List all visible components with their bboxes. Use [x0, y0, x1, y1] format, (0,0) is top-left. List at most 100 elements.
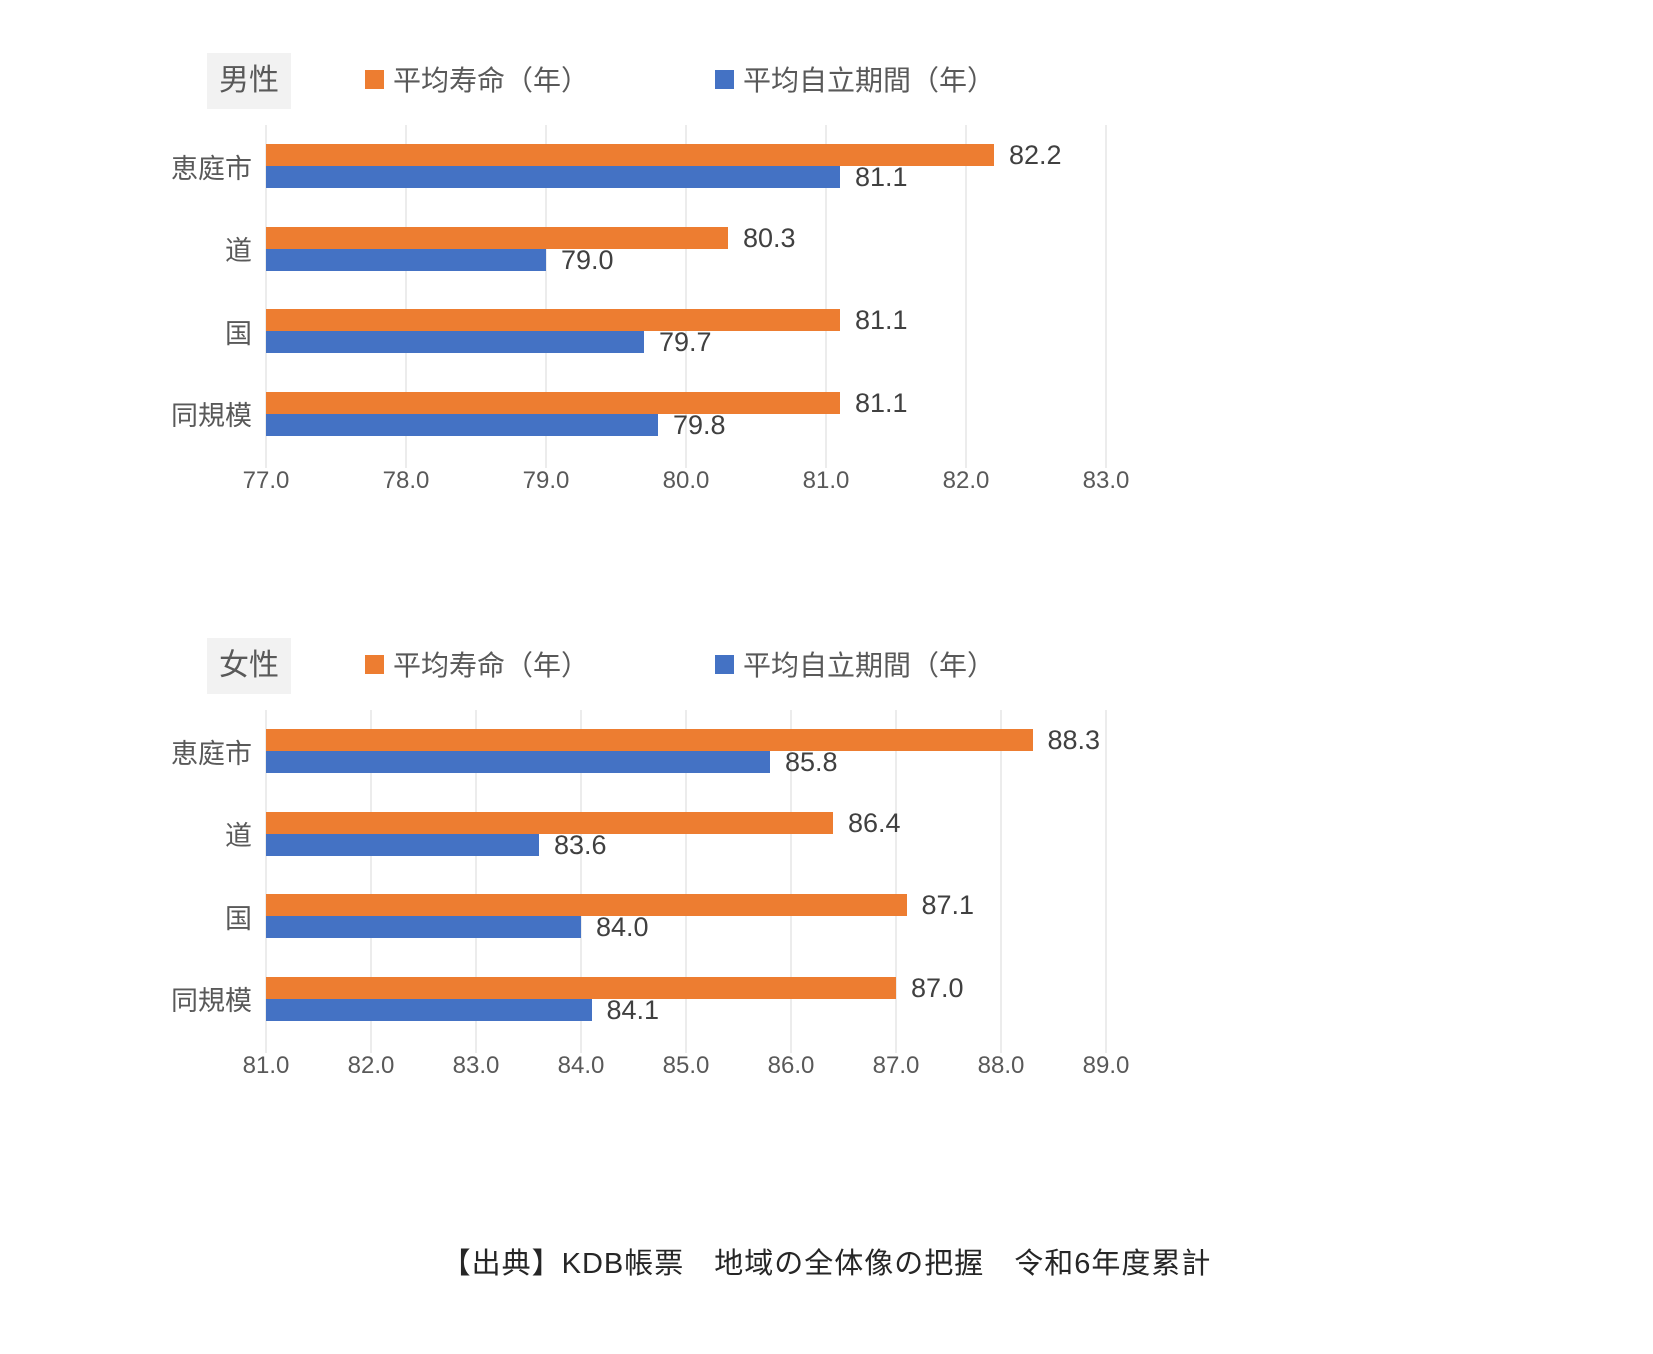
gridline [580, 710, 582, 1053]
bar-independent-period [266, 751, 770, 774]
x-tick-label: 83.0 [1082, 467, 1130, 494]
legend-label-life-expectancy: 平均寿命（年） [393, 650, 590, 681]
gridline [405, 125, 407, 468]
x-tick-label: 80.0 [662, 467, 710, 494]
data-label: 79.8 [673, 409, 726, 440]
source-note: 【出典】KDB帳票 地域の全体像の把握 令和6年度累計 [441, 1248, 1212, 1280]
x-tick-label: 86.0 [767, 1052, 815, 1079]
data-label: 86.4 [848, 807, 901, 838]
bar-group: 86.4 83.6 [266, 793, 1106, 876]
gridline [685, 125, 687, 468]
x-tick-label: 82.0 [347, 1052, 395, 1079]
x-axis: 81.0 82.0 83.0 84.0 85.0 86.0 87.0 88.0 89.0 [243, 1050, 1130, 1082]
x-tick-label: 78.0 [382, 467, 430, 494]
chart-title-male: 男性 [207, 53, 291, 109]
x-axis: 77.0 78.0 79.0 80.0 81.0 82.0 83.0 [243, 465, 1130, 497]
legend-swatch-life-expectancy [365, 654, 384, 674]
bar-group: 88.3 85.8 [266, 710, 1106, 793]
legend-item-life-expectancy: 平均寿命（年） [365, 45, 589, 113]
bar-independent-period [266, 413, 658, 436]
x-tick-label: 85.0 [662, 1052, 710, 1079]
legend-label-life-expectancy: 平均寿命（年） [393, 65, 590, 96]
bar-life-expectancy [266, 144, 994, 167]
bar-group: 87.1 84.0 [266, 875, 1106, 958]
bar-group: 81.1 79.7 [266, 290, 1106, 373]
x-tick-label: 89.0 [1082, 1052, 1130, 1079]
gridline [685, 710, 687, 1053]
category-label: 同規模 [171, 401, 252, 432]
chart-female: 女性 平均寿命（年） 平均自立期間（年） 恵庭市道国同規模 88.3 85.8 86… [160, 630, 1160, 1100]
x-tick-label: 88.0 [977, 1052, 1025, 1079]
legend-swatch-independent-period [715, 69, 734, 89]
x-tick-label: 82.0 [942, 467, 990, 494]
bar-life-expectancy [266, 894, 907, 917]
category-label: 恵庭市 [171, 153, 252, 184]
data-label: 82.2 [1008, 140, 1062, 171]
data-label: 83.6 [554, 829, 607, 860]
x-tick-label: 81.0 [242, 1052, 290, 1079]
data-label: 88.3 [1047, 725, 1101, 756]
data-label: 80.3 [743, 222, 796, 253]
category-label: 道 [225, 821, 252, 852]
gridline [965, 125, 967, 468]
data-label: 81.1 [855, 387, 908, 418]
gridline [895, 710, 897, 1053]
bar-group: 87.0 84.1 [266, 958, 1106, 1041]
legend-item-independent-period: 平均自立期間（年） [715, 45, 995, 113]
x-tick-label: 77.0 [242, 467, 290, 494]
bar-group: 81.1 79.8 [266, 373, 1106, 456]
bar-independent-period [266, 248, 546, 271]
legend-item-independent-period: 平均自立期間（年） [715, 630, 995, 698]
gridline [475, 710, 477, 1053]
x-tick-label: 83.0 [452, 1052, 500, 1079]
x-tick-label: 79.0 [522, 467, 570, 494]
category-label: 同規模 [171, 986, 252, 1017]
data-label: 79.0 [560, 244, 614, 275]
bar-independent-period [266, 331, 644, 354]
legend-item-life-expectancy: 平均寿命（年） [365, 630, 589, 698]
category-label: 恵庭市 [171, 738, 252, 769]
bar-life-expectancy [266, 226, 728, 249]
legend-swatch-independent-period [715, 654, 734, 674]
chart-title-female: 女性 [207, 638, 291, 694]
legend-swatch-life-expectancy [365, 69, 384, 89]
bar-life-expectancy [266, 811, 833, 834]
data-label: 84.0 [596, 912, 649, 943]
data-label: 79.7 [659, 327, 712, 358]
legend-label-independent-period: 平均自立期間（年） [743, 650, 996, 681]
gridline [370, 710, 372, 1053]
legend-label-independent-period: 平均自立期間（年） [743, 65, 996, 96]
gridline [790, 710, 792, 1053]
category-label: 国 [225, 903, 252, 934]
bar-independent-period [266, 833, 539, 856]
plot-area: 88.3 85.8 86.4 83.6 87.1 84.0 87.0 84.1 [265, 710, 1107, 1053]
category-label: 国 [225, 318, 252, 349]
gridline [265, 125, 267, 468]
category-axis: 恵庭市道国同規模 [160, 125, 252, 455]
bar-life-expectancy [266, 391, 840, 414]
category-label: 道 [225, 236, 252, 267]
bar-independent-period [266, 916, 581, 939]
bar-life-expectancy [266, 729, 1033, 752]
bar-independent-period [266, 998, 592, 1021]
bar-group: 80.3 79.0 [266, 208, 1106, 291]
data-label: 81.1 [855, 305, 908, 336]
x-tick-label: 84.0 [557, 1052, 605, 1079]
data-label: 87.0 [911, 972, 964, 1003]
data-label: 84.1 [606, 994, 660, 1025]
bar-life-expectancy [266, 976, 896, 999]
gridline [545, 125, 547, 468]
plot-area: 82.2 81.1 80.3 79.0 81.1 79.7 81.1 79.8 [265, 125, 1107, 468]
chart-male: 男性 平均寿命（年） 平均自立期間（年） 恵庭市道国同規模 82.2 81.1 80… [160, 45, 1160, 515]
data-label: 87.1 [921, 890, 975, 921]
gridline [825, 125, 827, 468]
x-tick-label: 81.0 [802, 467, 850, 494]
gridline [1000, 710, 1002, 1053]
data-label: 81.1 [855, 162, 908, 193]
bar-life-expectancy [266, 309, 840, 332]
bar-independent-period [266, 166, 840, 189]
gridline [1105, 710, 1107, 1053]
x-tick-label: 87.0 [872, 1052, 920, 1079]
gridline [265, 710, 267, 1053]
